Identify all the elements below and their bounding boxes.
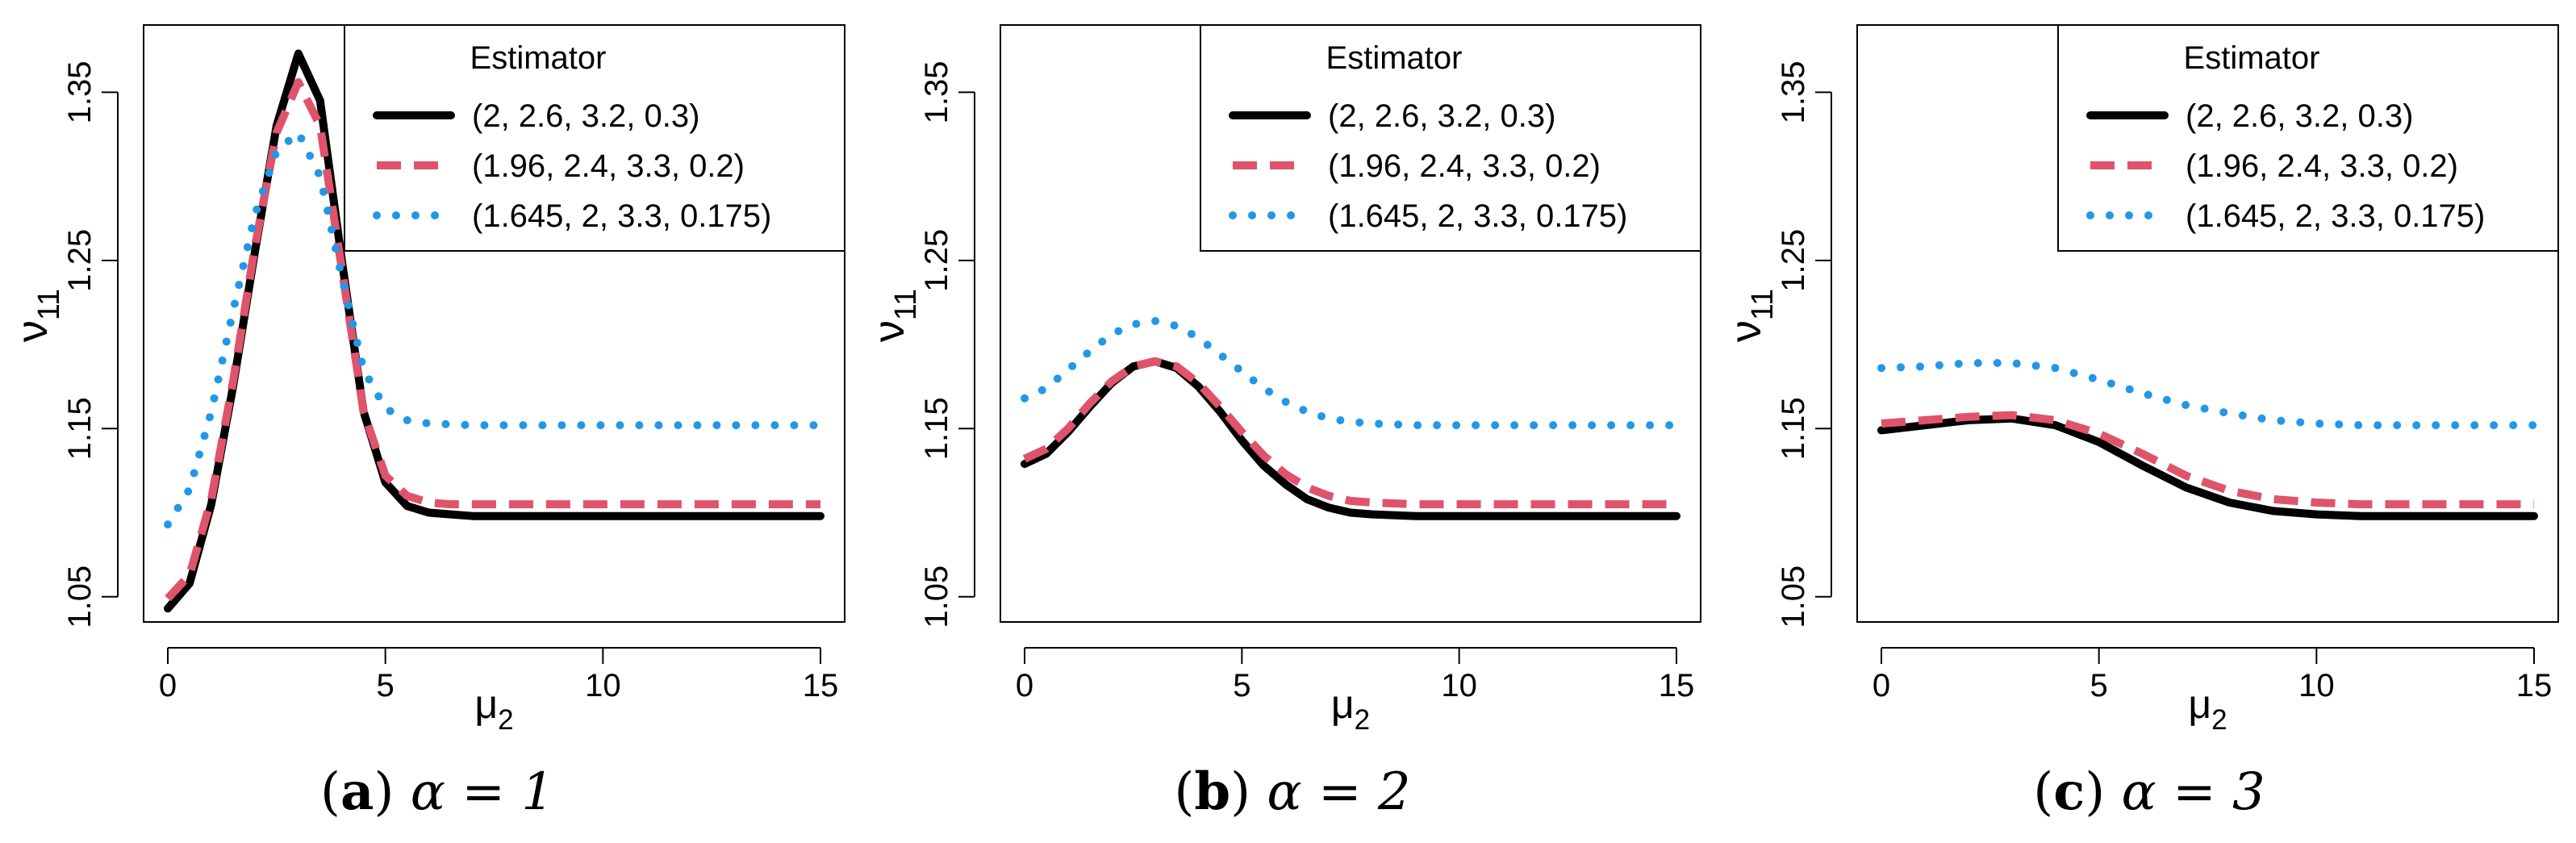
- legend-title: Estimator: [1326, 40, 1463, 76]
- series-group: [1021, 316, 1680, 520]
- x-tick-label: 10: [1441, 668, 1477, 703]
- legend-title: Estimator: [470, 40, 607, 76]
- legend-entry-label: (2, 2.6, 3.2, 0.3): [472, 98, 699, 134]
- y-tick-label: 1.25: [62, 229, 98, 292]
- legend-entry-label: (2, 2.6, 3.2, 0.3): [1328, 98, 1555, 134]
- legend-entry-label: (1.96, 2.4, 3.3, 0.2): [472, 148, 745, 184]
- y-axis-title: ν11: [8, 289, 66, 342]
- series-line-dashed: [165, 77, 820, 602]
- x-tick-label: 15: [803, 668, 839, 703]
- y-tick-label: 1.35: [919, 61, 954, 123]
- caption-text: α = 1: [394, 762, 554, 822]
- series-line-solid: [1021, 357, 1680, 520]
- panel-c: 0 5 10 15 μ2 1.05 1.15 1.25 1.35 ν11 Estimator (2, …: [1722, 24, 2559, 822]
- y-tick-label: 1.35: [62, 61, 98, 123]
- y-tick-label: 1.05: [62, 565, 98, 628]
- panel-caption: (b) α = 2: [1174, 762, 1410, 822]
- x-axis-title: μ2: [2188, 682, 2227, 736]
- legend: Estimator (2, 2.6, 3.2, 0.3) (1.96, 2.4, 3…: [344, 24, 845, 252]
- legend: Estimator (2, 2.6, 3.2, 0.3) (1.96, 2.4, 3…: [1200, 24, 1701, 252]
- legend-box: [344, 24, 845, 252]
- legend-entry-label: (2, 2.6, 3.2, 0.3): [2186, 98, 2413, 134]
- caption-text: α = 2: [1250, 762, 1411, 822]
- x-tick-label: 5: [2090, 668, 2108, 703]
- series-group: [1877, 359, 2538, 520]
- y-tick-label: 1.15: [62, 397, 98, 460]
- y-tick-label: 1.35: [1776, 61, 1811, 123]
- x-tick-label: 0: [1873, 668, 1890, 703]
- panel-b: 0 5 10 15 μ2 1.05 1.15 1.25 1.35 ν11 Estimator (2, …: [865, 24, 1701, 822]
- y-axis-title: ν11: [1722, 289, 1780, 342]
- y-axis-title: ν11: [865, 289, 923, 342]
- x-tick-label: 15: [2516, 668, 2553, 703]
- caption-letter: (c): [2033, 762, 2105, 822]
- x-axis-title: μ2: [474, 682, 513, 736]
- legend: Estimator (2, 2.6, 3.2, 0.3) (1.96, 2.4, 3…: [2057, 24, 2559, 252]
- x-tick-label: 5: [1233, 668, 1250, 703]
- panel-a: 0 5 10 15 μ2 1.05 1.15 1.25 1.35 ν11 Estimator (2, …: [8, 24, 845, 822]
- series-line-dashed: [1881, 411, 2534, 509]
- series-line-dotted: [1021, 316, 1680, 430]
- caption-letter: (b): [1174, 762, 1250, 822]
- legend-entry-label: (1.96, 2.4, 3.3, 0.2): [1328, 148, 1601, 184]
- series-group: [164, 49, 825, 613]
- panel-caption: (a) α = 1: [320, 762, 554, 822]
- legend-entry-label: (1.645, 2, 3.3, 0.175): [472, 198, 771, 234]
- legend-entry-label: (1.96, 2.4, 3.3, 0.2): [2186, 148, 2458, 184]
- x-tick-label: 10: [585, 668, 621, 703]
- legend-box: [2057, 24, 2559, 252]
- legend-entry-label: (1.645, 2, 3.3, 0.175): [1328, 198, 1627, 234]
- y-tick-label: 1.25: [919, 229, 954, 292]
- legend-title: Estimator: [2184, 40, 2320, 76]
- y-tick-label: 1.15: [919, 397, 954, 460]
- panel-caption: (c) α = 3: [2033, 762, 2265, 822]
- x-axis-title: μ2: [1331, 682, 1370, 736]
- series-line-dotted: [1877, 359, 2538, 430]
- x-tick-label: 0: [1016, 668, 1033, 703]
- x-tick-label: 15: [1659, 668, 1695, 703]
- y-tick-label: 1.15: [1776, 397, 1811, 460]
- y-tick-label: 1.25: [1776, 229, 1811, 292]
- x-tick-label: 10: [2298, 668, 2335, 703]
- series-line-dotted: [164, 128, 825, 529]
- x-tick-label: 5: [377, 668, 395, 703]
- caption-text: α = 3: [2105, 762, 2265, 822]
- y-tick-label: 1.05: [1776, 565, 1811, 628]
- y-tick-label: 1.05: [919, 565, 954, 628]
- caption-letter: (a): [320, 762, 394, 822]
- series-line-dashed: [1022, 357, 1676, 509]
- x-tick-label: 0: [159, 668, 177, 703]
- legend-box: [1200, 24, 1701, 252]
- series-line-solid: [1877, 414, 2538, 520]
- legend-entry-label: (1.645, 2, 3.3, 0.175): [2186, 198, 2485, 234]
